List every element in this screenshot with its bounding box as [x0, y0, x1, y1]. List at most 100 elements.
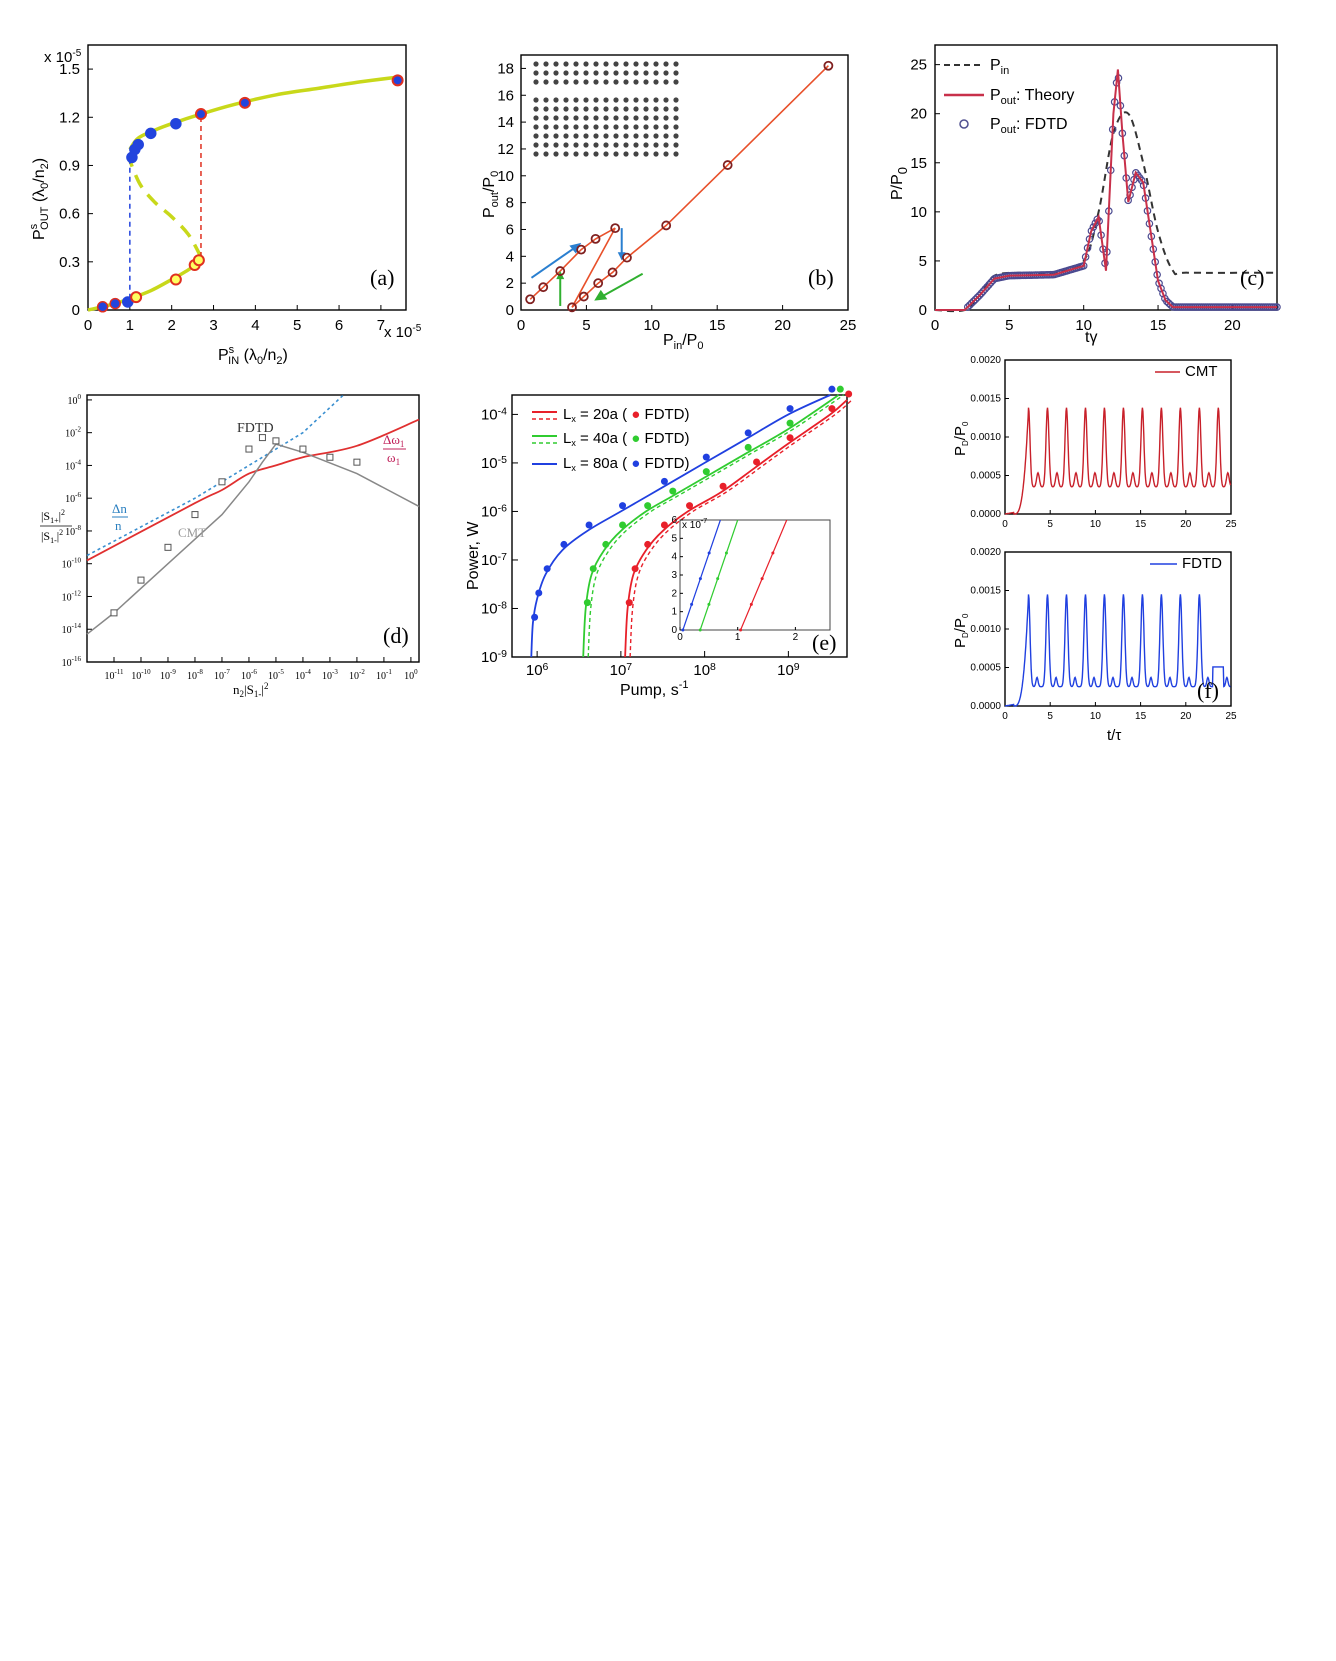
series-80a — [530, 394, 831, 658]
crystal-rod — [543, 61, 549, 67]
panel-d: 10-11 10-10 10-9 10-8 10-7 10-6 10-5 10-4 10-3 10… — [40, 393, 420, 699]
fdtd-dot-80a — [744, 429, 752, 437]
crystal-rod — [653, 97, 659, 103]
crystal-rod — [563, 124, 569, 130]
x-tick-label: 5 — [293, 317, 301, 334]
y-tick-label: 10-6 — [481, 502, 507, 520]
crystal-rod — [603, 133, 609, 139]
fdtd-marker — [965, 301, 974, 309]
y-tick-label: 10-16 — [62, 655, 82, 669]
annotation-fdtd: FDTD — [237, 421, 274, 436]
y-tick-label: 14 — [497, 114, 514, 131]
crystal-rod — [663, 79, 669, 85]
x-tick-label: 10-4 — [295, 668, 311, 682]
annotation-delta-omega: Δω1 ω1 — [383, 432, 406, 467]
inset-line — [699, 519, 739, 631]
inset-dot — [707, 602, 711, 606]
unstable-branch-curve — [128, 159, 203, 258]
svg-text:|S1-|2: |S1-|2 — [41, 528, 63, 545]
fdtd-dot-80a — [535, 589, 543, 597]
crystal-rod — [653, 61, 659, 67]
fdtd-dot-20a — [631, 565, 639, 573]
panel-d-plot — [86, 394, 420, 635]
fdtd-dot-80a — [531, 613, 539, 621]
svg-text:|S1+|2: |S1+|2 — [41, 508, 65, 525]
crystal-rod — [593, 151, 599, 157]
crystal-rod — [593, 61, 599, 67]
crystal-rod — [583, 115, 589, 121]
panel-a-x-exponent: x 10-5 — [384, 323, 422, 341]
x-tick-label: 10-7 — [214, 668, 230, 682]
crystal-rod — [613, 133, 619, 139]
x-tick-label: 6 — [335, 317, 343, 334]
y-tick-label: 10 — [497, 168, 514, 185]
fdtd-point-down — [192, 254, 205, 267]
x-tick-label: 109 — [777, 661, 800, 679]
inset-frame — [679, 519, 831, 631]
crystal-rod — [573, 97, 579, 103]
y-tick-label: 10-8 — [481, 599, 507, 617]
fdtd-dot-20a — [625, 599, 633, 607]
fdtd-dot-20a — [845, 390, 853, 398]
panel-f-top-ylabel: PD/P0 — [952, 421, 970, 456]
inset-y-label: 5 — [671, 533, 677, 544]
fdtd-point-up — [132, 138, 144, 151]
crystal-rod — [653, 79, 659, 85]
crystal-rod — [663, 61, 669, 67]
crystal-rod — [593, 106, 599, 112]
increase-arrow — [530, 246, 577, 279]
y-tick-label: 1.5 — [59, 61, 80, 78]
x-tick-label: 10-6 — [241, 668, 257, 682]
crystal-rod — [653, 70, 659, 76]
crystal-rod — [553, 133, 559, 139]
x-tick-label: 10-3 — [322, 668, 338, 682]
arrowhead — [594, 289, 608, 301]
fdtd-dot-40a — [744, 443, 752, 451]
fdtd-marker — [1159, 289, 1167, 298]
crystal-rod — [553, 142, 559, 148]
cmt-trace — [1004, 407, 1232, 515]
crystal-rod — [573, 133, 579, 139]
crystal-rod — [563, 151, 569, 157]
crystal-rod — [603, 151, 609, 157]
panel-c-legend: Pin Pout: Theory Pout: FDTD — [944, 57, 1074, 136]
crystal-rod — [653, 115, 659, 121]
crystal-rod — [553, 70, 559, 76]
y-tick-label: 4 — [506, 248, 514, 265]
crystal-rod — [533, 142, 539, 148]
data-marker — [567, 302, 577, 313]
crystal-rod — [613, 79, 619, 85]
x-tick-label: 15 — [709, 317, 726, 334]
crystal-rod — [603, 124, 609, 130]
series-20a — [624, 399, 848, 658]
legend-cmt: CMT — [1185, 363, 1218, 380]
panel-d-ylabel: |S1+|2 |S1-|2 — [40, 508, 72, 545]
data-marker — [555, 266, 566, 276]
panel-a-label: (a) — [370, 265, 394, 290]
inset-dot — [760, 577, 764, 581]
crystal-rod — [653, 142, 659, 148]
panel-c-frame — [934, 44, 1278, 311]
crystal-rod — [563, 142, 569, 148]
crystal-rod — [623, 61, 629, 67]
inset-y-label: 1 — [671, 607, 677, 618]
crystal-rod — [583, 142, 589, 148]
x-tick-label: 0 — [1002, 711, 1008, 722]
y-tick-label: 12 — [497, 141, 514, 158]
x-tick-label: 5 — [582, 317, 590, 334]
crystal-rod — [573, 124, 579, 130]
crystal-rod — [603, 61, 609, 67]
legend-20a: Lx = 20a ( ● FDTD) — [563, 406, 690, 424]
delta-omega-curve — [86, 418, 420, 562]
crystal-rod — [543, 106, 549, 112]
fdtd-marker — [971, 295, 980, 304]
fdtd-dot-20a — [644, 540, 652, 548]
fdtd-marker — [1137, 176, 1146, 185]
crystal-rod — [593, 124, 599, 130]
y-tick-label: 2 — [506, 275, 514, 292]
x-tick-label: 20 — [1224, 317, 1241, 334]
y-tick-label: 0.0020 — [970, 355, 1001, 366]
svg-text:Δn: Δn — [112, 501, 127, 516]
